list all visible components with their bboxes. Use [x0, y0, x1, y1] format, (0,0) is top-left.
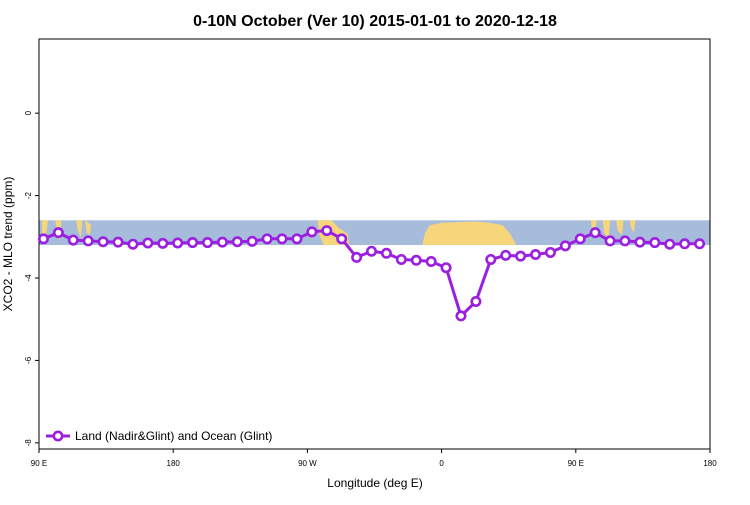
- data-point: [589, 227, 601, 239]
- data-point: [440, 262, 452, 274]
- data-point: [306, 226, 318, 238]
- data-point: [142, 237, 154, 249]
- data-point: [291, 233, 303, 245]
- land-shape: [602, 220, 611, 241]
- data-point: [634, 236, 646, 248]
- land-shape: [76, 220, 83, 238]
- data-point: [694, 238, 706, 250]
- x-tick-label: 180: [703, 459, 717, 468]
- data-point: [336, 233, 348, 245]
- data-point: [97, 236, 109, 248]
- data-point: [127, 238, 139, 250]
- data-point: [515, 250, 527, 262]
- x-tick-label: 90 E: [31, 459, 47, 468]
- data-point: [619, 235, 631, 247]
- data-point: [559, 240, 571, 252]
- x-tick-label: 0: [439, 459, 444, 468]
- y-tick-label: -4: [24, 274, 33, 282]
- data-point: [470, 295, 482, 307]
- data-point: [67, 234, 79, 246]
- x-tick-label: 180: [167, 459, 181, 468]
- data-point: [82, 235, 94, 247]
- data-point: [246, 235, 258, 247]
- data-point: [649, 237, 661, 249]
- data-point: [574, 233, 586, 245]
- x-tick-label: 90 W: [298, 459, 317, 468]
- land-shape: [85, 220, 92, 236]
- data-point: [201, 237, 213, 249]
- data-point: [395, 253, 407, 265]
- data-point: [172, 237, 184, 249]
- y-tick-label: -8: [24, 439, 33, 447]
- data-point: [216, 236, 228, 248]
- data-point: [500, 249, 512, 261]
- plot-frame: [38, 38, 711, 450]
- data-point: [455, 310, 467, 322]
- data-point: [52, 227, 64, 239]
- data-point: [276, 233, 288, 245]
- series-layer: [37, 225, 706, 322]
- land-shape: [616, 220, 624, 236]
- data-point: [187, 237, 199, 249]
- legend-label: Land (Nadir&Glint) and Ocean (Glint): [75, 429, 272, 443]
- data-point: [112, 236, 124, 248]
- data-point: [544, 246, 556, 258]
- data-point: [530, 249, 542, 261]
- x-tick-label: 90 E: [568, 459, 584, 468]
- x-axis-label: Longitude (deg E): [327, 476, 422, 490]
- y-tick-label: -6: [24, 356, 33, 364]
- data-point: [366, 245, 378, 257]
- y-tick-label: 0: [24, 110, 33, 115]
- data-point: [425, 256, 437, 268]
- data-point: [157, 237, 169, 249]
- data-point: [261, 233, 273, 245]
- y-axis: 0 -2 -4 -6 -8: [24, 110, 39, 446]
- x-axis: 90 E 180 90 W 0 90 E 180: [31, 449, 717, 468]
- data-point: [410, 254, 422, 266]
- data-point: [485, 253, 497, 265]
- data-point: [380, 247, 392, 259]
- chart-title: 0-10N October (Ver 10) 2015-01-01 to 202…: [193, 13, 557, 30]
- legend-marker-swatch: [52, 430, 64, 442]
- land-shape: [422, 221, 517, 245]
- data-point: [604, 235, 616, 247]
- y-tick-label: -2: [24, 191, 33, 199]
- data-point: [679, 238, 691, 250]
- y-axis-label: XCO2 - MLO trend (ppm): [1, 177, 15, 312]
- data-point: [351, 251, 363, 263]
- land-shape: [629, 220, 636, 233]
- legend: Land (Nadir&Glint) and Ocean (Glint): [46, 429, 272, 443]
- data-point: [231, 236, 243, 248]
- data-point: [664, 238, 676, 250]
- data-point: [37, 233, 49, 245]
- data-point: [321, 225, 333, 237]
